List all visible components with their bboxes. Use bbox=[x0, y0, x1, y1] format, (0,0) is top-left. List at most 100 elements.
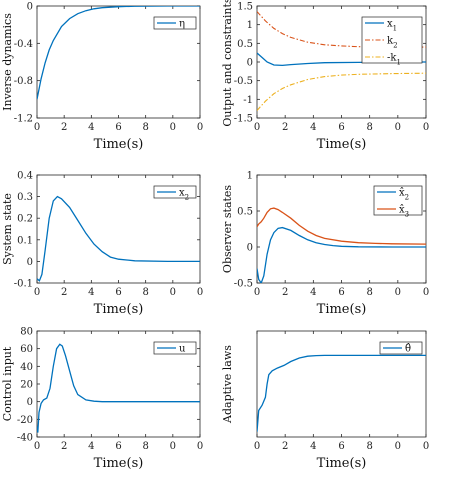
series-line-2 bbox=[257, 207, 426, 245]
y-axis-label: System state bbox=[1, 193, 14, 265]
series-line-1 bbox=[37, 6, 200, 100]
y-tick-label: 40 bbox=[20, 362, 33, 373]
legend-label: x1 bbox=[387, 19, 397, 33]
legend: x2 bbox=[153, 185, 197, 202]
y-tick-label: 0.5 bbox=[237, 39, 253, 50]
x-tick-label: 8 bbox=[142, 287, 148, 298]
x-tick-label: 4 bbox=[88, 122, 94, 133]
legend-label: u bbox=[179, 344, 186, 355]
x-tick-label: 6 bbox=[115, 122, 121, 133]
x-axis-label: Time(s) bbox=[317, 137, 367, 152]
x-tick-label: 4 bbox=[88, 287, 94, 298]
x-tick-label: 2 bbox=[282, 122, 288, 133]
x-tick-label: 0 bbox=[170, 122, 176, 133]
x-tick-label: 0 bbox=[423, 441, 429, 452]
y-tick-label: -0.8 bbox=[14, 76, 33, 87]
x-tick-label: 0 bbox=[254, 122, 260, 133]
x-tick-label: 0 bbox=[423, 287, 429, 298]
x-tick-label: 0 bbox=[197, 441, 203, 452]
y-tick-label: -40 bbox=[17, 433, 33, 444]
y-axis-label: Output and constraints bbox=[221, 0, 234, 127]
legend: u bbox=[153, 341, 197, 355]
y-axis-label: Adaptive laws bbox=[221, 345, 234, 424]
series-line-1 bbox=[37, 195, 200, 282]
y-tick-label: 0.5 bbox=[237, 207, 253, 218]
x-tick-label: 0 bbox=[170, 441, 176, 452]
x-tick-label: 4 bbox=[310, 122, 316, 133]
y-tick-label: -0.5 bbox=[234, 76, 253, 87]
x-tick-label: 0 bbox=[395, 441, 401, 452]
x-tick-label: 2 bbox=[61, 441, 67, 452]
y-tick-label: 0 bbox=[27, 2, 33, 13]
y-tick-label: -1 bbox=[243, 95, 253, 106]
y-axis-label: Observer states bbox=[221, 185, 234, 274]
series-line-1 bbox=[37, 343, 200, 433]
legend-label: θ̂ bbox=[405, 344, 411, 355]
y-axis-label: Control input bbox=[1, 346, 14, 421]
x-tick-label: 0 bbox=[254, 287, 260, 298]
y-tick-label: 0.1 bbox=[17, 235, 33, 246]
x-axis-label: Time(s) bbox=[317, 302, 367, 317]
x-tick-label: 8 bbox=[366, 122, 372, 133]
x-axis-label: Time(s) bbox=[94, 137, 144, 152]
x-tick-label: 6 bbox=[115, 287, 121, 298]
y-tick-label: 20 bbox=[20, 380, 33, 391]
y-tick-label: 80 bbox=[20, 327, 33, 338]
x-tick-label: 0 bbox=[197, 122, 203, 133]
legend: η bbox=[153, 16, 197, 30]
y-tick-label: 0 bbox=[247, 58, 253, 69]
panel-adaptive-laws: 0 2 4 6 8 0 0 Time(s) Adaptive laws θ̂ bbox=[221, 330, 429, 471]
x-axis-label: Time(s) bbox=[94, 456, 144, 471]
x-tick-label: 8 bbox=[366, 441, 372, 452]
x-tick-label: 0 bbox=[395, 287, 401, 298]
x-tick-label: 6 bbox=[338, 441, 344, 452]
panel-inverse-dynamics: 0 2 4 6 8 0 0 0 -0.4 -0.8 -1.2 Time(s) Inverse dynam… bbox=[1, 2, 203, 153]
x-tick-label: 0 bbox=[170, 287, 176, 298]
y-tick-label: -20 bbox=[17, 415, 33, 426]
x-tick-label: 2 bbox=[282, 287, 288, 298]
x-axis-label: Time(s) bbox=[317, 456, 367, 471]
y-tick-label: -1.2 bbox=[14, 114, 33, 125]
x-tick-label: 0 bbox=[34, 287, 40, 298]
x-tick-label: 6 bbox=[338, 122, 344, 133]
x-tick-label: 2 bbox=[61, 122, 67, 133]
x-tick-label: 8 bbox=[142, 122, 148, 133]
legend-label: η bbox=[179, 19, 185, 30]
panel-output-constraints: 0 2 4 6 8 0 0 1.5 1 0.5 0 -0.5 -1 -1.5 Time(s) Output a… bbox=[221, 0, 429, 152]
y-tick-label: 0 bbox=[27, 397, 33, 408]
x-tick-label: 0 bbox=[34, 441, 40, 452]
legend: θ̂ bbox=[379, 341, 423, 355]
y-tick-label: -0.4 bbox=[14, 39, 33, 50]
legend-label: x2 bbox=[179, 188, 189, 202]
x-axis-label: Time(s) bbox=[94, 302, 144, 317]
series-line-1 bbox=[257, 226, 426, 283]
x-tick-label: 8 bbox=[366, 287, 372, 298]
x-tick-label: 0 bbox=[254, 441, 260, 452]
x-tick-label: 2 bbox=[61, 287, 67, 298]
y-tick-label: 1 bbox=[247, 20, 253, 31]
legend-box bbox=[373, 185, 423, 216]
x-tick-label: 0 bbox=[395, 122, 401, 133]
x-tick-label: 4 bbox=[88, 441, 94, 452]
legend: x̂2x̂3 bbox=[373, 185, 423, 219]
legend-label: x̂2 bbox=[399, 188, 409, 202]
y-tick-label: 1.5 bbox=[237, 2, 253, 13]
x-tick-label: 6 bbox=[115, 441, 121, 452]
y-tick-label: -0.5 bbox=[234, 279, 253, 290]
y-tick-label: -0.1 bbox=[14, 279, 33, 290]
y-tick-label: 0 bbox=[247, 243, 253, 254]
legend-label: x̂3 bbox=[399, 205, 409, 219]
y-axis-label: Inverse dynamics bbox=[1, 13, 14, 111]
y-tick-label: 0.4 bbox=[17, 171, 33, 182]
series-line-3 bbox=[257, 72, 426, 111]
x-tick-label: 0 bbox=[34, 122, 40, 133]
x-tick-label: 4 bbox=[310, 441, 316, 452]
legend-label: k2 bbox=[387, 36, 398, 50]
x-tick-label: 0 bbox=[197, 287, 203, 298]
series-line-1 bbox=[257, 354, 426, 432]
